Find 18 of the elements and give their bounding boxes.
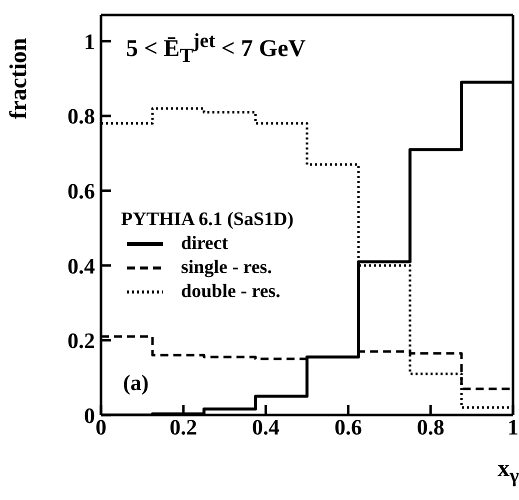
legend-label: double - res. — [181, 280, 280, 304]
y-tick-label: 0.6 — [68, 178, 95, 204]
y-tick-label: 1 — [84, 28, 95, 54]
legend-label: single - res. — [181, 256, 272, 280]
y-tick-label: 0.4 — [68, 253, 95, 278]
annotation: (a) — [123, 370, 149, 396]
legend-label: direct — [181, 232, 228, 256]
y-tick-label: 0.8 — [68, 104, 95, 129]
y-axis-title: fraction — [6, 37, 34, 119]
y-tick-label: 0.2 — [68, 328, 95, 354]
legend-title: PYTHIA 6.1 (SaS1D) — [121, 208, 294, 232]
annotation: 5 < Ē$_{T}$$^{jet}$ < 7 GeV — [126, 30, 306, 68]
x-tick-label: 0.8 — [416, 414, 444, 440]
x-tick-label: 0.6 — [334, 414, 362, 440]
x-tick-label: 1 — [508, 414, 518, 440]
x-axis-title: x$_{γ}$ — [498, 456, 519, 488]
x-tick-label: 0.4 — [252, 414, 280, 440]
x-tick-label: 0.2 — [170, 414, 198, 440]
